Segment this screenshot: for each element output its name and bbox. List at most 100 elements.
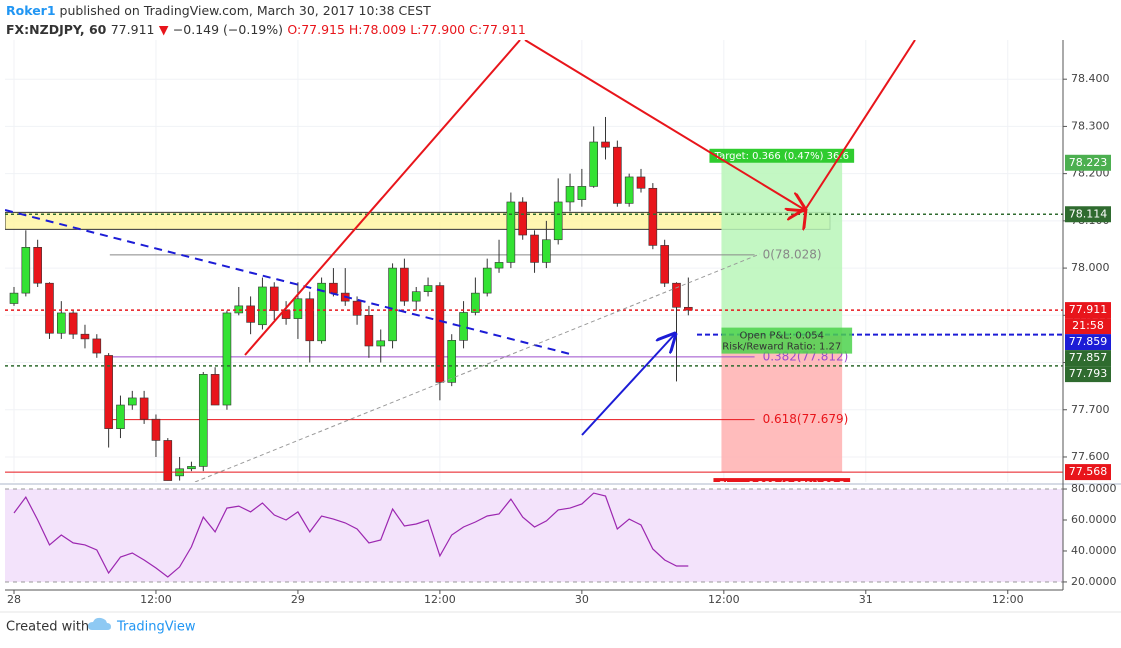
candle-body [104,355,113,429]
candle-body [459,312,468,341]
footer-brand[interactable]: TradingView [116,620,196,635]
path-line [805,40,916,210]
last: 77.911 [111,22,155,37]
candle-body [636,176,646,189]
candle-body [589,141,598,187]
entry-label-box [721,327,853,354]
x-tick-label: 12:00 [708,593,740,606]
x-tick-label: 29 [291,593,305,606]
candle-body [553,201,563,241]
candle-body [601,141,610,148]
candle-body [613,146,622,204]
price-label: 77.857 [1069,351,1108,364]
stop-zone [721,335,843,473]
candle-body [577,186,587,200]
candle-body [435,285,445,383]
candle-body [210,374,220,406]
price-label: 77.568 [1069,465,1108,478]
header-line: Roker1 published on TradingView.com, Mar… [6,3,431,18]
author: Roker1 [6,3,56,18]
countdown: 21:58 [1072,319,1104,332]
candle-body [116,404,125,429]
fib-label: 0(78.028) [763,247,822,261]
candle-body [163,440,173,481]
countdown-box [1065,318,1111,335]
candle-body [269,286,279,311]
candle-body [400,267,409,302]
rsi-band [5,489,1063,582]
candle-body [411,291,421,302]
change: −0.149 (−0.19%) [173,22,283,37]
price-label-box [1065,206,1111,223]
y-tick-label: 78.000 [1071,261,1110,274]
fib-label: 0.618(77.679) [763,412,849,426]
candle-body [672,282,681,308]
candle-body [222,312,232,406]
drawings [5,40,916,482]
y-tick-label: 40.0000 [1071,544,1117,557]
candle-body [68,312,78,335]
candle-body [364,315,374,347]
candle-body [57,312,66,334]
rsi-line [13,492,689,578]
candle-body [293,298,303,319]
candle-body [530,234,539,263]
price-label: 77.859 [1069,335,1108,348]
candle-body [542,239,551,263]
symbol-line: FX:NZDJPY, 60 77.911 ▼ −0.149 (−0.19%) O… [6,22,526,37]
stop-label: Stop: 0.288 (0.37%) 28.8 [719,480,845,491]
y-tick-label: 20.0000 [1071,575,1117,588]
candle-body [187,466,196,470]
y-tick-label: 77.600 [1071,450,1110,463]
price-label: 77.793 [1069,367,1108,380]
zone [5,211,831,230]
x-tick-label: 31 [859,593,873,606]
candle-body [471,292,480,313]
candle-body [447,340,457,383]
x-tick-label: 28 [7,593,21,606]
candle-body [565,186,575,203]
target-zone [721,162,843,336]
candle-body [506,201,516,263]
candle-body [376,340,386,347]
stop-label-box [713,478,851,482]
logo [88,617,111,630]
candle-body [648,187,658,246]
y-tick-label: 78.400 [1071,72,1110,85]
rsi-pane [5,488,1063,583]
candle-body [9,292,19,304]
candle-body [151,418,161,441]
price-label-box [1065,302,1111,319]
candle-body [660,245,669,284]
target-label: Target: 0.366 (0.47%) 36.6 [714,151,849,162]
candle-body [92,338,102,354]
candle-body [494,262,504,269]
y-tick-label: 78.300 [1071,119,1110,132]
symbol: FX:NZDJPY, 60 [6,22,107,37]
rr-label: Risk/Reward Ratio: 1.27 [722,342,841,353]
x-tick-label: 12:00 [424,593,456,606]
y-tick-label: 77.700 [1071,403,1110,416]
candle-body [684,306,693,311]
target-label-box [709,148,855,163]
price-label-box [1065,366,1111,383]
candle-body [45,282,54,334]
candle-body [518,201,528,236]
price-label: 77.911 [1069,303,1108,316]
price-label-box [1065,350,1111,367]
pnl-label: Open P&L: 0.054 [740,331,824,342]
price-label-box [1065,334,1111,351]
candle-body [482,267,492,294]
candle-body [305,298,315,342]
main-pane: 0(78.028)0.382(77.812)0.618(77.679)Targe… [5,40,1063,491]
candle-body [21,247,31,294]
candle-body [423,285,433,292]
x-tick-label: 12:00 [140,593,172,606]
published: published on TradingView.com, March 30, … [60,3,432,18]
candle-body [246,305,255,323]
path-line [244,40,521,356]
candle-body [198,374,208,467]
fib-trend [194,253,761,482]
price-label: 78.223 [1069,156,1108,169]
